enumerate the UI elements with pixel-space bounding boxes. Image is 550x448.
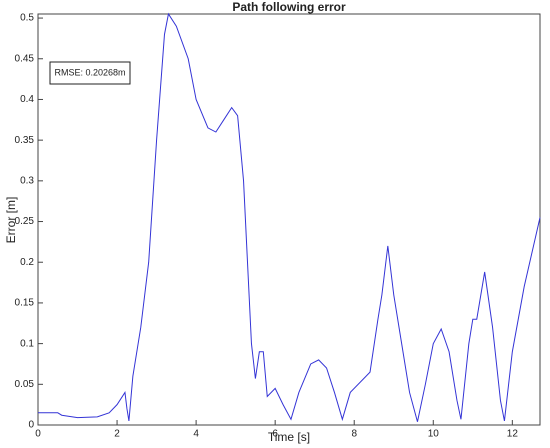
y-tick-label: 0.35: [15, 135, 35, 146]
y-tick-label: 0.1: [20, 338, 34, 349]
line: [38, 12, 541, 422]
x-tick-label: 0: [35, 429, 41, 440]
y-tick-label: 0.2: [20, 257, 34, 268]
x-tick-label: 8: [351, 429, 357, 440]
y-tick-label: 0.25: [15, 216, 35, 227]
annotation: RMSE: 0.20268m: [54, 67, 125, 77]
x-tick-label: 10: [428, 429, 440, 440]
y-tick-label: 0.45: [15, 53, 35, 64]
x-tick-label: 2: [114, 429, 120, 440]
y-tick-label: 0.05: [15, 379, 35, 390]
x-tick-label: 6: [272, 429, 278, 440]
x-tick-label: 4: [193, 429, 199, 440]
y-tick-label: 0.3: [20, 175, 34, 186]
y-axis-label: Error [m]: [4, 197, 18, 244]
y-tick-label: 0: [28, 420, 34, 431]
chart-title: Path following error: [232, 0, 346, 14]
x-axis-label: Time [s]: [268, 430, 310, 444]
y-tick-label: 0.5: [20, 13, 34, 24]
y-tick-label: 0.15: [15, 298, 35, 309]
annotation-box: [49, 61, 131, 85]
y-tick-label: 0.4: [20, 94, 34, 105]
x-tick-label: 12: [507, 429, 519, 440]
